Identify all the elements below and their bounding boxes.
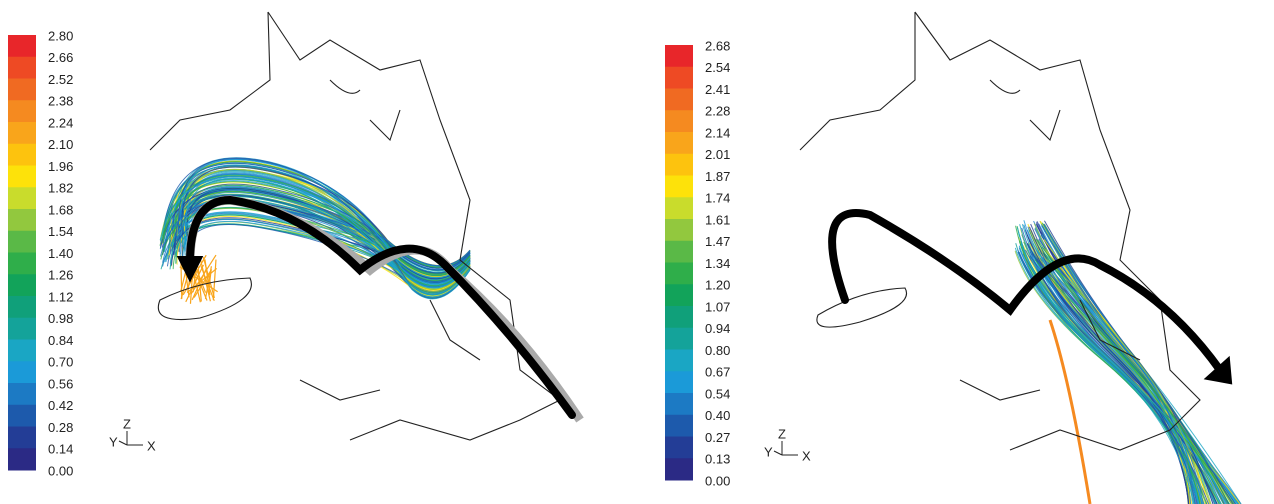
- colorbar-segment: [8, 144, 36, 166]
- colorbar-segment: [8, 253, 36, 275]
- colorbar-label: 0.27: [705, 430, 730, 445]
- colorbar-label: 1.07: [705, 299, 730, 314]
- axis-triad: [774, 441, 798, 455]
- colorbar-label: 1.54: [48, 224, 73, 239]
- colorbar-label: 0.14: [48, 442, 73, 457]
- colorbar-label: 1.20: [705, 278, 730, 293]
- colorbar-segment: [665, 415, 693, 437]
- colorbar-segment: [665, 350, 693, 372]
- colorbar-segment: [665, 89, 693, 111]
- colorbar-segment: [665, 284, 693, 306]
- colorbar-label: 1.34: [705, 256, 730, 271]
- axis-label: Z: [778, 426, 786, 441]
- colorbar-segment: [8, 209, 36, 231]
- colorbar-label: 1.26: [48, 268, 73, 283]
- colorbar-label: 1.12: [48, 289, 73, 304]
- colorbar-segment: [665, 197, 693, 219]
- colorbar-segment: [665, 176, 693, 198]
- colorbar-segment: [665, 328, 693, 350]
- colorbar-segment: [8, 57, 36, 79]
- colorbar-label: 0.28: [48, 420, 73, 435]
- colorbar-segment: [8, 100, 36, 122]
- colorbar-label: 0.54: [705, 386, 730, 401]
- colorbar-label: 2.54: [705, 60, 730, 75]
- colorbar-label: 1.74: [705, 191, 730, 206]
- colorbar-segment: [8, 405, 36, 427]
- colorbar-label: 0.84: [48, 333, 73, 348]
- colorbar-segment: [8, 79, 36, 101]
- colorbar-segment: [665, 306, 693, 328]
- colorbar-label: 2.68: [705, 38, 730, 53]
- colorbar-label: 0.40: [705, 408, 730, 423]
- colorbar-label: 0.13: [705, 452, 730, 467]
- colorbar-segment: [665, 371, 693, 393]
- colorbar-segment: [665, 67, 693, 89]
- colorbar-segment: [665, 154, 693, 176]
- colorbar-segment: [665, 45, 693, 67]
- axis-label: Y: [764, 444, 773, 459]
- colorbar-label: 1.40: [48, 246, 73, 261]
- streamline: [1050, 320, 1090, 504]
- colorbar-label: 1.61: [705, 212, 730, 227]
- colorbar-label: 0.42: [48, 398, 73, 413]
- colorbar-label: 1.82: [48, 181, 73, 196]
- colorbar-label: 2.41: [705, 82, 730, 97]
- colorbar-segment: [665, 219, 693, 241]
- colorbar-label: 1.68: [48, 202, 73, 217]
- colorbar-label: 0.56: [48, 376, 73, 391]
- colorbar-segment: [8, 231, 36, 253]
- colorbar-segment: [8, 166, 36, 188]
- colorbar-segment: [665, 110, 693, 132]
- colorbar-segment: [665, 458, 693, 480]
- axis-triad: [119, 431, 143, 445]
- colorbar-segment: [8, 318, 36, 340]
- axis-label: Z: [123, 416, 131, 431]
- colorbar-label: 2.24: [48, 115, 73, 130]
- colorbar-label: 0.80: [705, 343, 730, 358]
- colorbar-label: 2.66: [48, 50, 73, 65]
- colorbar-label: 0.00: [705, 473, 730, 488]
- colorbar-label: 0.70: [48, 355, 73, 370]
- colorbar-segment: [8, 35, 36, 57]
- colorbar-label: 0.67: [705, 365, 730, 380]
- colorbar-segment: [8, 122, 36, 144]
- colorbar-segment: [8, 187, 36, 209]
- colorbar-label: 0.94: [705, 321, 730, 336]
- colorbar-label: 2.80: [48, 28, 73, 43]
- colorbar-label: 1.96: [48, 159, 73, 174]
- colorbar-segment: [8, 383, 36, 405]
- axis-label: X: [147, 438, 156, 453]
- colorbar-segment: [8, 361, 36, 383]
- colorbar-segment: [8, 274, 36, 296]
- axis-label: X: [802, 448, 811, 463]
- colorbar-segment: [665, 241, 693, 263]
- colorbar-label: 1.47: [705, 234, 730, 249]
- streamlines: [160, 158, 1241, 504]
- colorbar-segment: [665, 393, 693, 415]
- colorbar-segment: [8, 340, 36, 362]
- colorbar-segment: [665, 132, 693, 154]
- colorbar-segment: [8, 296, 36, 318]
- colorbar-label: 2.38: [48, 94, 73, 109]
- colorbar-label: 2.28: [705, 104, 730, 119]
- streamline: [1030, 256, 1195, 504]
- colorbar-label: 2.10: [48, 137, 73, 152]
- figure: 2.80 2.66 2.52 2.38 2.24 2.10 1.96 1.82 1.68 1.54…: [0, 0, 1274, 504]
- colorbar-segment: [8, 448, 36, 470]
- colorbar-label: 2.14: [705, 125, 730, 140]
- colorbar-label: 0.00: [48, 463, 73, 478]
- colorbar-label: 2.01: [705, 147, 730, 162]
- colorbar-segment: [8, 427, 36, 449]
- colorbar-label: 0.98: [48, 311, 73, 326]
- axis-label: Y: [109, 434, 118, 449]
- colorbar-segment: [665, 437, 693, 459]
- colorbar-label: 1.87: [705, 169, 730, 184]
- colorbar-segment: [665, 263, 693, 285]
- colorbar-label: 2.52: [48, 72, 73, 87]
- arrow-shadow: [190, 200, 580, 420]
